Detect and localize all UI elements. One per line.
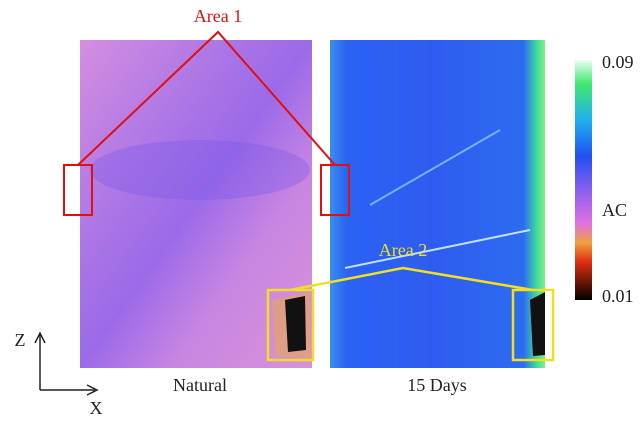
texture (90, 140, 310, 200)
panel-label: Natural (173, 375, 227, 395)
defect (285, 296, 306, 352)
axis-label: Z (15, 330, 26, 350)
area2-label: Area 2 (379, 240, 427, 260)
colorbar-label: AC (602, 200, 627, 220)
panel-label: 15 Days (407, 375, 467, 395)
axis-label: X (90, 398, 103, 418)
area1-label: Area 1 (194, 6, 242, 26)
colorbar-top: 0.09 (602, 52, 634, 72)
colorbar (575, 60, 592, 300)
figure: Area 1 Area 2 0.09 AC 0.01 Natural 15 Da… (0, 0, 641, 427)
colorbar-bottom: 0.01 (602, 286, 634, 306)
